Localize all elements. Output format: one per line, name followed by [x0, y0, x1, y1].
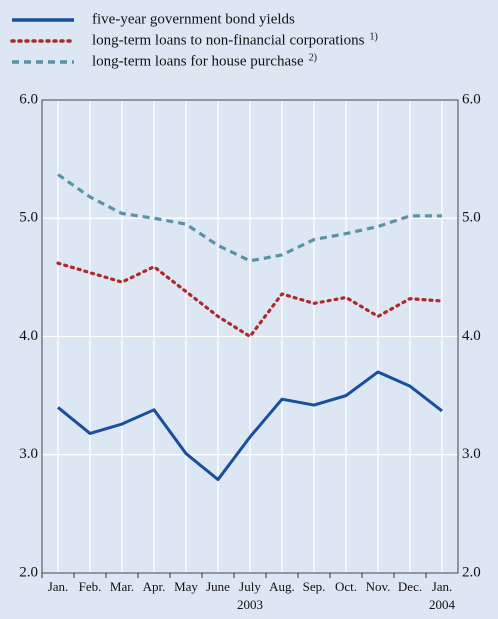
- x-tick-label: Nov.: [366, 579, 391, 594]
- y-tick-label-right: 3.0: [462, 446, 481, 462]
- x-tick-label: Oct.: [335, 579, 357, 594]
- y-tick-label: 5.0: [19, 210, 38, 226]
- series-line: [56, 261, 444, 339]
- x-tick-label: Mar.: [110, 579, 134, 594]
- y-tick-label-right: 2.0: [462, 564, 481, 580]
- legend-footnote: 2): [309, 52, 317, 63]
- year-label: 2003: [237, 597, 263, 612]
- legend-footnote: 1): [369, 31, 377, 42]
- series-line: [57, 173, 442, 263]
- legend-label: five-year government bond yields: [92, 11, 295, 27]
- x-tick-label: May: [174, 579, 198, 594]
- legend-label: long-term loans for house purchase: [92, 53, 304, 69]
- x-tick-label: June: [206, 579, 230, 594]
- year-label: 2004: [429, 597, 456, 612]
- x-tick-label: Apr.: [143, 579, 166, 594]
- x-tick-label: Sep.: [303, 579, 326, 594]
- legend-label: long-term loans to non-financial corpora…: [92, 32, 365, 48]
- x-tick-label: Jan.: [432, 579, 453, 594]
- y-tick-label: 6.0: [19, 91, 38, 107]
- y-tick-label-right: 6.0: [462, 91, 481, 107]
- x-tick-label: Feb.: [79, 579, 102, 594]
- x-tick-label: Dec.: [398, 579, 422, 594]
- y-tick-label-right: 5.0: [462, 210, 481, 226]
- y-tick-label-right: 4.0: [462, 328, 481, 344]
- y-tick-label: 4.0: [19, 328, 38, 344]
- y-tick-label: 3.0: [19, 446, 38, 462]
- x-tick-label: Aug.: [269, 579, 295, 594]
- series-line: [57, 370, 443, 482]
- plot-frame: [41, 99, 459, 574]
- y-tick-label: 2.0: [19, 564, 38, 580]
- x-tick-label: July: [239, 579, 261, 594]
- x-tick-label: Jan.: [48, 579, 69, 594]
